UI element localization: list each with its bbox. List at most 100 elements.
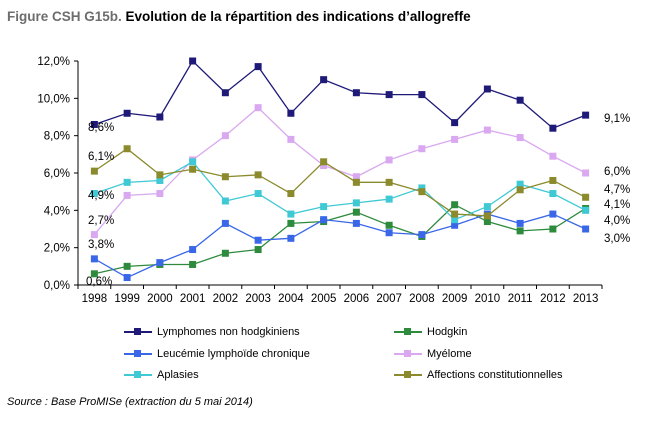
data-point — [320, 203, 328, 211]
data-point — [123, 145, 131, 153]
data-point — [549, 152, 557, 160]
data-point — [156, 190, 164, 198]
x-tick-label: 2001 — [180, 293, 206, 305]
chart-data-labels: 8,6% 9,1% 0,6% 4,1% 3,8% 3,0% 2,7% 6,0% 4,9% 4,0%… — [86, 113, 630, 288]
end-data-label: 4,0% — [604, 215, 630, 227]
data-point — [385, 178, 393, 186]
data-point — [287, 135, 295, 143]
data-point — [516, 186, 524, 194]
y-tick-label: 10,0% — [37, 93, 70, 105]
series-hodgkin — [90, 201, 590, 278]
data-point — [582, 206, 590, 214]
series-leucemie-lymphoide-chronique — [90, 210, 590, 282]
data-point — [516, 96, 524, 104]
data-point — [451, 135, 459, 143]
data-point — [189, 57, 197, 65]
data-point — [483, 126, 491, 134]
start-data-label: 6,1% — [88, 151, 114, 163]
data-point — [418, 184, 426, 192]
data-point — [123, 109, 131, 117]
data-point — [320, 216, 328, 224]
data-point — [90, 270, 98, 278]
chart-axes: 0,0% 2,0% 4,0% 6,0% 8,0% 10,0% 12,0% 1998 1999 20… — [37, 56, 603, 305]
data-point — [90, 190, 98, 198]
data-point — [549, 210, 557, 218]
start-data-label: 2,7% — [88, 215, 114, 227]
data-point — [549, 190, 557, 198]
y-tick-label: 8,0% — [44, 131, 70, 143]
data-point — [320, 158, 328, 166]
data-point — [385, 195, 393, 203]
data-point — [221, 132, 229, 140]
data-point — [320, 162, 328, 170]
data-point — [221, 219, 229, 227]
x-tick-label: 2006 — [344, 293, 370, 305]
end-data-label: 6,0% — [604, 166, 630, 178]
data-point — [90, 255, 98, 263]
x-tick-label: 2003 — [245, 293, 271, 305]
start-data-label: 8,6% — [88, 122, 114, 134]
data-point — [221, 197, 229, 205]
data-point — [189, 165, 197, 173]
data-point — [90, 231, 98, 239]
end-data-label: 4,7% — [604, 184, 630, 196]
x-tick-label: 2008 — [409, 293, 435, 305]
data-point — [189, 246, 197, 254]
data-point — [352, 173, 360, 181]
data-point — [516, 134, 524, 142]
series-line — [94, 147, 586, 217]
data-point — [221, 89, 229, 97]
data-point — [254, 104, 262, 112]
data-point — [123, 274, 131, 282]
data-point — [287, 109, 295, 117]
data-point — [287, 210, 295, 218]
source-note: Source : Base ProMISe (extraction du 5 m… — [7, 396, 253, 408]
data-point — [582, 193, 590, 201]
data-point — [549, 176, 557, 184]
data-point — [254, 236, 262, 244]
data-point — [287, 190, 295, 198]
start-data-label: 3,8% — [88, 239, 114, 251]
data-point — [451, 119, 459, 127]
start-data-label: 4,9% — [88, 190, 114, 202]
data-point — [352, 178, 360, 186]
data-point — [418, 91, 426, 99]
data-point — [254, 190, 262, 198]
data-point — [483, 203, 491, 211]
data-point — [582, 111, 590, 119]
data-point — [221, 173, 229, 181]
end-data-label: 3,0% — [604, 233, 630, 245]
data-point — [516, 219, 524, 227]
data-point — [123, 191, 131, 199]
data-point — [483, 218, 491, 226]
series-lymphomes-non-hodgkiniens — [90, 57, 590, 132]
data-point — [352, 199, 360, 207]
x-tick-label: 2011 — [508, 293, 533, 305]
data-point — [189, 260, 197, 268]
x-tick-label: 2007 — [376, 293, 402, 305]
y-tick-label: 0,0% — [44, 280, 70, 292]
end-data-label: 4,1% — [604, 199, 630, 211]
data-point — [352, 89, 360, 97]
x-tick-label: 2010 — [475, 293, 501, 305]
data-point — [516, 227, 524, 235]
data-point — [156, 259, 164, 267]
data-point — [254, 171, 262, 179]
data-point — [90, 167, 98, 175]
series-myelome — [90, 104, 590, 239]
x-tick-label: 2000 — [147, 293, 173, 305]
data-point — [385, 221, 393, 229]
y-tick-label: 4,0% — [44, 205, 70, 217]
series-affections-constitutionnelles — [90, 145, 590, 220]
data-point — [418, 231, 426, 239]
data-point — [287, 234, 295, 242]
figure-title-text: Evolution de la répartition des indicati… — [125, 9, 471, 24]
y-tick-label: 12,0% — [37, 56, 70, 68]
y-tick-label: 6,0% — [44, 168, 70, 180]
data-point — [549, 225, 557, 233]
data-point — [254, 246, 262, 254]
data-point — [451, 201, 459, 209]
data-point — [516, 180, 524, 188]
data-point — [418, 188, 426, 196]
